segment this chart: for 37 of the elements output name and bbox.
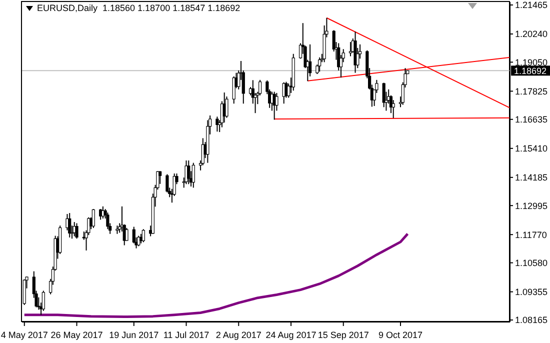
candlestick (318, 56, 322, 72)
x-tick-label: 15 Sep 2017 (318, 330, 369, 340)
y-tick-label: 1.15410 (515, 144, 548, 154)
y-tick-label: 1.08165 (515, 315, 548, 326)
x-tick-label: 11 Jul 2017 (163, 330, 210, 340)
y-tick-label: 1.17825 (515, 86, 548, 96)
x-tick-label: 2 Aug 2017 (216, 330, 262, 340)
candlestick (166, 174, 169, 193)
y-tick-label: 1.14185 (515, 172, 548, 183)
candlestick (382, 82, 386, 108)
candlestick (22, 278, 26, 306)
candlestick (125, 227, 128, 242)
x-tick-label: 9 Oct 2017 (378, 330, 423, 340)
y-tick-label: 1.11770 (515, 230, 547, 240)
y-tick-label: 1.12995 (515, 200, 548, 211)
candlestick (392, 100, 395, 119)
candlestick (308, 44, 312, 77)
y-tick-label: 1.19050 (515, 57, 548, 68)
chart-title: EURUSD,Daily 1.18560 1.18700 1.18547 1.18692 (37, 3, 240, 13)
y-tick-label: 1.16635 (515, 114, 548, 125)
x-tick-label: 4 May 2017 (0, 330, 48, 340)
y-tick-label: 1.21465 (515, 0, 548, 10)
candlestick (92, 208, 95, 228)
line-series (23, 232, 409, 318)
x-tick-label: 24 Aug 2017 (266, 330, 316, 340)
y-tick-label: 1.09355 (515, 286, 548, 297)
x-tick-label: 26 May 2017 (50, 330, 103, 340)
y-tick-label: 1.20240 (515, 29, 548, 40)
candlestick (68, 212, 72, 238)
candlestick (225, 96, 228, 118)
candlestick (187, 160, 190, 185)
x-tick-label: 19 Jun 2017 (109, 330, 159, 340)
candlestick (142, 228, 145, 243)
ref-line-label: 1.18692 (514, 66, 547, 76)
candlestick (42, 290, 45, 312)
candlestick (192, 162, 195, 188)
y-tick-label: 1.10580 (515, 258, 548, 268)
